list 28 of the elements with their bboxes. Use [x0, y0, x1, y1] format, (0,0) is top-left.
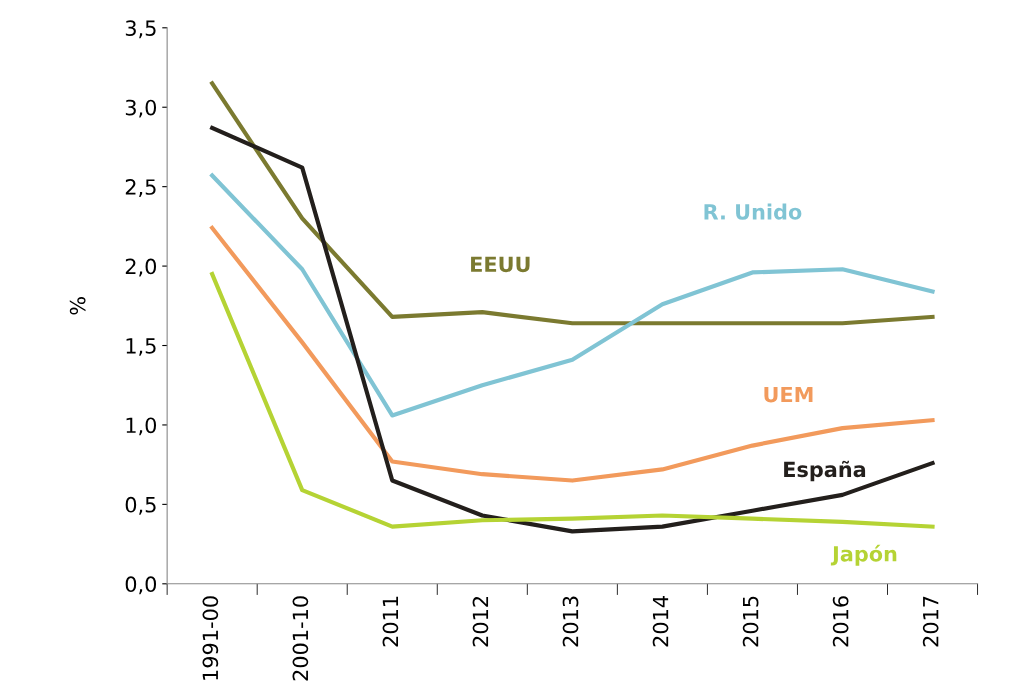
line-series [210, 173, 935, 418]
y-tick-label: 1,0 [126, 417, 157, 436]
x-tick-label: 2014 [652, 596, 669, 647]
x-tick-label: 2011 [382, 596, 399, 647]
y-tick-label: 2,0 [125, 258, 157, 277]
x-tick-label: 2001-10 [292, 596, 309, 681]
line-series [210, 225, 935, 483]
x-tick-label: 1991-00 [202, 596, 219, 680]
x-tick-label: 2017 [922, 596, 939, 647]
y-tick-label: 3,5 [125, 20, 156, 39]
y-tick-label: 0,5 [125, 496, 156, 515]
y-axis-title: % [69, 297, 86, 315]
y-tick-label: 1,5 [126, 338, 156, 356]
series-label: EEUU [471, 256, 530, 273]
line-series [210, 271, 935, 529]
series-label: UEM [764, 386, 813, 403]
line-series [210, 81, 935, 326]
x-tick-label: 2013 [562, 596, 579, 647]
series-label: España [784, 460, 866, 482]
y-tick-label: 2,5 [125, 179, 156, 197]
y-tick-label: 0,0 [125, 576, 157, 595]
y-tick-label: 3,0 [125, 99, 157, 118]
text: R. Unido [704, 203, 802, 220]
line-series [210, 125, 935, 534]
x-tick-label: 2015 [742, 596, 759, 647]
series-label: Japón [830, 544, 897, 566]
x-tick-label: 2012 [472, 597, 489, 647]
x-tick-label: 2016 [832, 596, 849, 647]
